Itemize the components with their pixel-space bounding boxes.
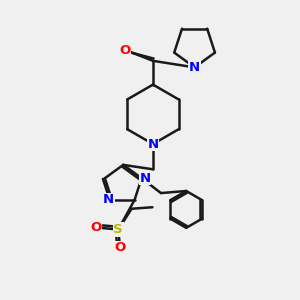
Text: O: O bbox=[90, 221, 102, 234]
Text: O: O bbox=[119, 44, 130, 57]
Text: O: O bbox=[114, 242, 125, 254]
Text: S: S bbox=[113, 223, 123, 236]
Text: N: N bbox=[189, 61, 200, 74]
Text: N: N bbox=[147, 138, 158, 151]
Text: N: N bbox=[140, 172, 151, 185]
Text: N: N bbox=[103, 193, 114, 206]
